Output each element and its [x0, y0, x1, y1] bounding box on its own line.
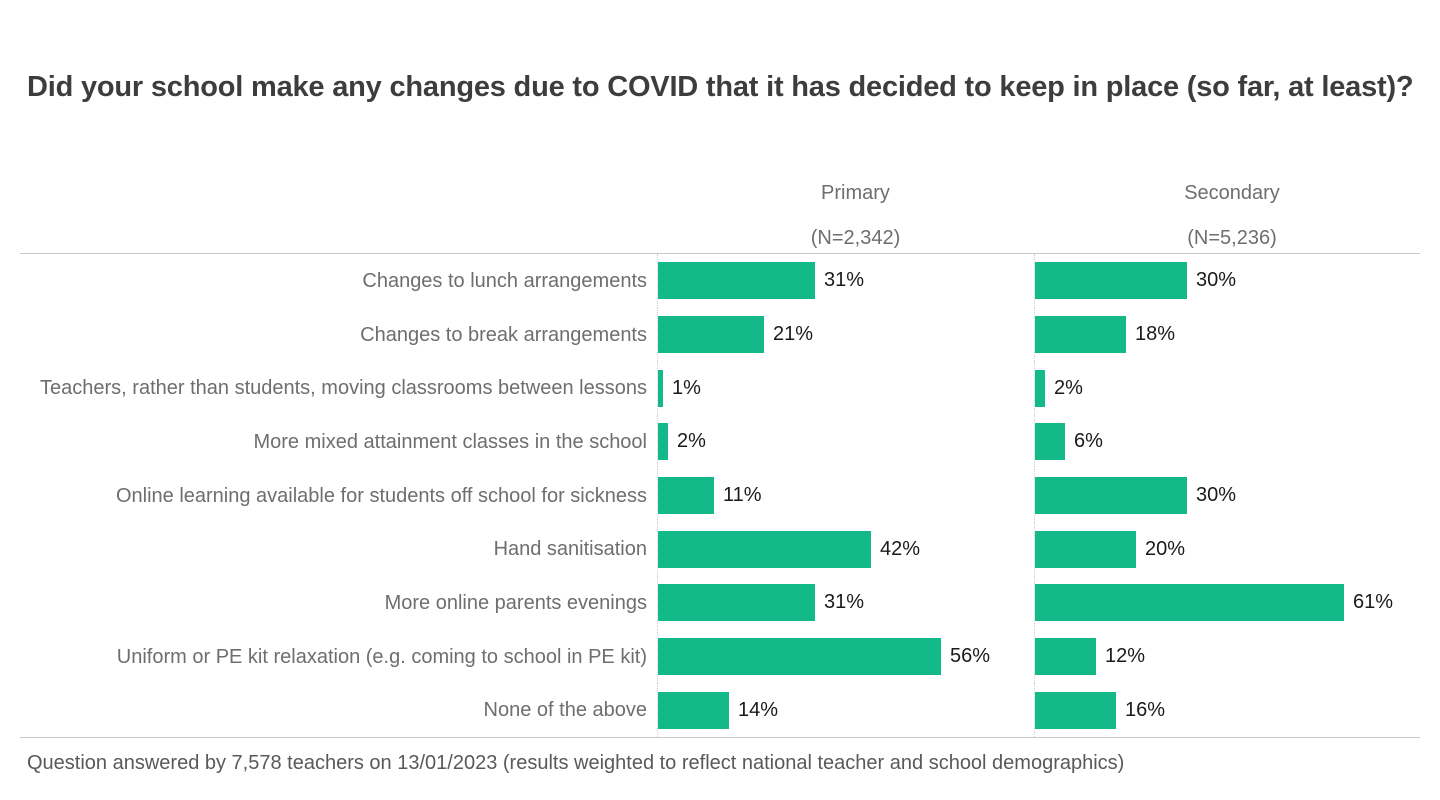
top-rule	[20, 253, 1420, 254]
table-row: More mixed attainment classes in the sch…	[0, 415, 1440, 469]
table-row: Changes to break arrangements 21% 18%	[0, 307, 1440, 362]
bottom-rule	[20, 737, 1420, 738]
primary-bar-value: 14%	[738, 698, 779, 721]
primary-bar	[658, 691, 729, 729]
primary-bar-value: 42%	[880, 537, 921, 560]
secondary-bar-cell: 12%	[1034, 629, 1410, 684]
secondary-bar	[1035, 369, 1045, 407]
column-header-primary: Primary (N=2,342)	[667, 181, 1044, 250]
primary-bar-value: 56%	[950, 645, 991, 668]
primary-bar	[658, 584, 815, 622]
secondary-bar-cell: 2%	[1034, 361, 1410, 416]
category-label: Online learning available for students o…	[115, 484, 647, 507]
primary-bar	[658, 316, 764, 353]
primary-series-name: Primary	[821, 182, 890, 204]
primary-bar-value: 31%	[824, 591, 865, 614]
secondary-sample-size: (N=5,236)	[1187, 227, 1277, 249]
table-row: More online parents evenings 31% 61%	[0, 576, 1440, 630]
table-row: Changes to lunch arrangements 31% 30%	[0, 254, 1440, 308]
primary-bar-value: 31%	[824, 269, 865, 292]
category-label: More online parents evenings	[384, 591, 647, 614]
chart-title: Did your school make any changes due to …	[27, 71, 1414, 103]
table-row: Uniform or PE kit relaxation (e.g. comin…	[0, 629, 1440, 684]
bar-rows-container: Changes to lunch arrangements 31% 30% Chang…	[0, 254, 1440, 738]
secondary-bar-value: 30%	[1196, 269, 1237, 292]
secondary-bar	[1035, 638, 1096, 676]
primary-bar	[658, 477, 714, 515]
category-label: Hand sanitisation	[493, 538, 647, 561]
primary-bar-value: 1%	[672, 376, 701, 399]
primary-bar-cell: 1%	[657, 361, 1034, 416]
table-row: Teachers, rather than students, moving c…	[0, 361, 1440, 416]
primary-bar-cell: 21%	[657, 307, 1034, 362]
category-label: More mixed attainment classes in the sch…	[253, 430, 647, 453]
category-label: Teachers, rather than students, moving c…	[40, 377, 647, 400]
secondary-bar-value: 16%	[1125, 698, 1166, 721]
secondary-bar-cell: 6%	[1034, 415, 1410, 469]
category-label: Changes to break arrangements	[360, 323, 647, 346]
primary-bar-value: 21%	[773, 323, 814, 345]
secondary-bar-value: 61%	[1353, 591, 1394, 614]
primary-bar	[658, 262, 815, 300]
secondary-bar-value: 18%	[1135, 323, 1176, 345]
primary-bar-value: 2%	[677, 430, 706, 453]
secondary-bar-value: 12%	[1105, 645, 1146, 668]
secondary-bar-value: 2%	[1054, 376, 1083, 399]
primary-bar-cell: 42%	[657, 522, 1034, 577]
secondary-bar	[1035, 530, 1136, 568]
primary-bar-cell: 14%	[657, 683, 1034, 738]
table-row: Online learning available for students o…	[0, 468, 1440, 523]
category-label: None of the above	[483, 699, 647, 722]
secondary-bar	[1035, 262, 1187, 300]
column-header-secondary: Secondary (N=5,236)	[1044, 181, 1420, 250]
secondary-bar	[1035, 423, 1065, 461]
secondary-bar-cell: 16%	[1034, 683, 1410, 738]
chart-footnote: Question answered by 7,578 teachers on 1…	[27, 752, 1125, 774]
secondary-bar-cell: 18%	[1034, 307, 1410, 362]
secondary-bar-value: 6%	[1074, 430, 1103, 453]
secondary-bar-value: 20%	[1145, 537, 1186, 560]
primary-bar-cell: 2%	[657, 415, 1034, 469]
category-label: Uniform or PE kit relaxation (e.g. comin…	[116, 645, 647, 668]
secondary-bar-cell: 20%	[1034, 522, 1410, 577]
secondary-bar-cell: 61%	[1034, 576, 1410, 630]
secondary-series-name: Secondary	[1184, 182, 1280, 204]
secondary-bar-value: 30%	[1196, 484, 1237, 507]
category-label: Changes to lunch arrangements	[362, 269, 647, 292]
primary-bar	[658, 638, 941, 676]
primary-sample-size: (N=2,342)	[810, 227, 901, 249]
primary-bar-value: 11%	[723, 484, 762, 507]
primary-bar	[658, 530, 871, 568]
secondary-bar	[1035, 477, 1187, 515]
table-row: None of the above 14% 16%	[0, 683, 1440, 738]
secondary-bar	[1035, 691, 1116, 729]
secondary-bar	[1035, 316, 1126, 353]
secondary-bar-cell: 30%	[1034, 468, 1410, 523]
secondary-bar-cell: 30%	[1034, 254, 1410, 308]
primary-bar	[658, 369, 663, 407]
table-row: Hand sanitisation 42% 20%	[0, 522, 1440, 577]
primary-bar-cell: 31%	[657, 254, 1034, 308]
primary-bar-cell: 31%	[657, 576, 1034, 630]
primary-bar	[658, 423, 668, 461]
secondary-bar	[1035, 584, 1344, 622]
primary-bar-cell: 11%	[657, 468, 1034, 523]
primary-bar-cell: 56%	[657, 629, 1034, 684]
